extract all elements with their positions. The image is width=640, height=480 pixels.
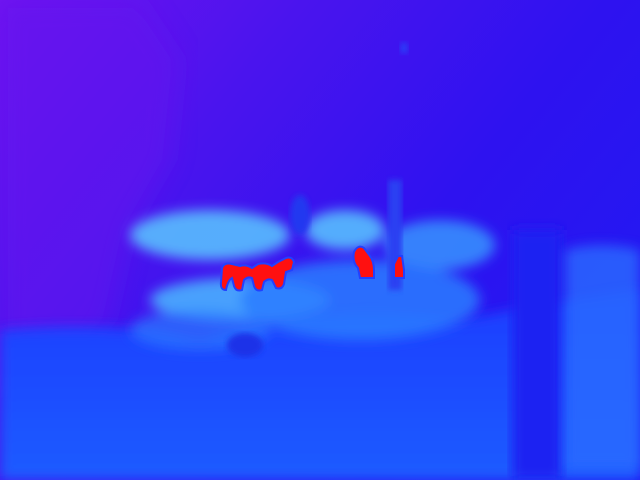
dark-gap-2 — [290, 195, 310, 235]
warm-bushes-band — [130, 210, 495, 350]
animal-center — [352, 245, 375, 279]
dark-gap — [227, 333, 263, 357]
animal-right-small — [393, 255, 405, 279]
right-tree-trunk — [512, 230, 562, 480]
sky-speckle — [400, 42, 408, 54]
animal-group-left — [219, 256, 296, 292]
left-tree-mass — [0, 0, 180, 400]
right-bushes — [565, 245, 640, 470]
